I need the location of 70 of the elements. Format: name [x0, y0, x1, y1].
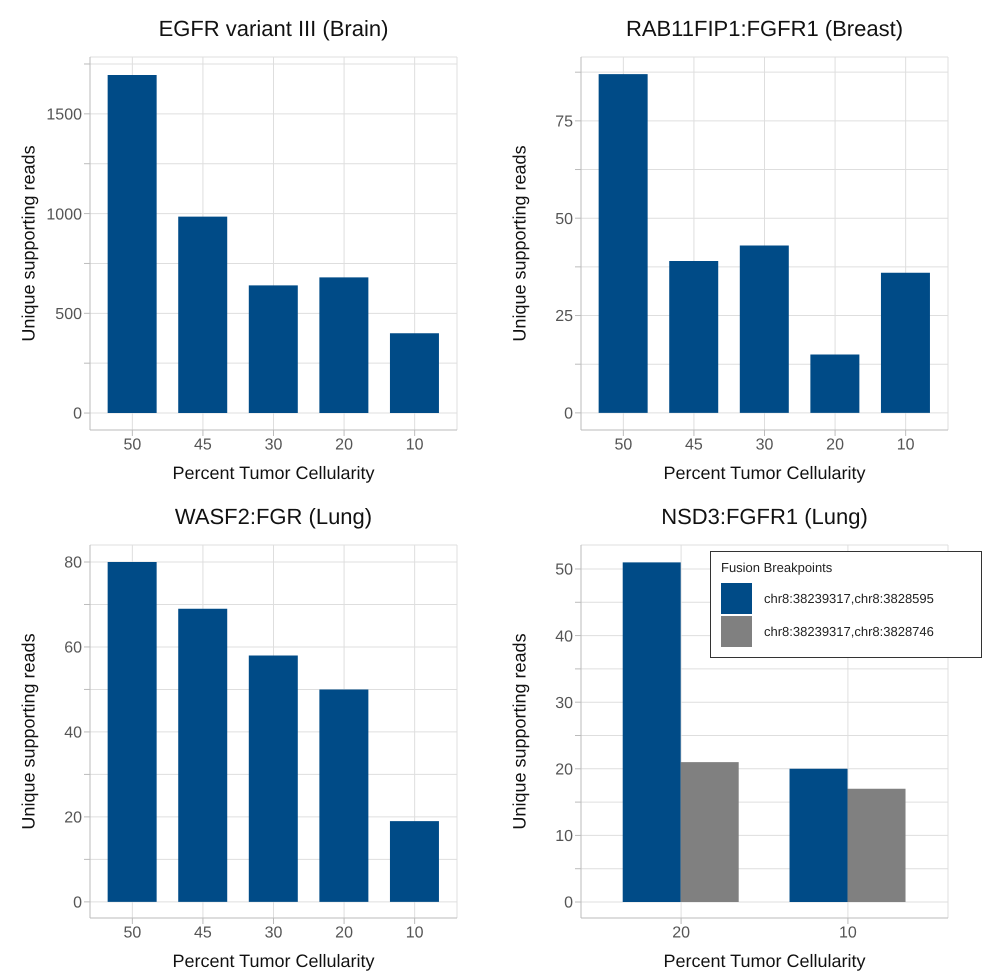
x-tick-label: 20 — [826, 436, 844, 454]
x-tick-label: 20 — [335, 924, 354, 941]
bar — [248, 654, 298, 902]
bar — [390, 820, 439, 902]
bar — [108, 74, 157, 414]
y-tick-label: 20 — [64, 809, 82, 826]
x-tick-label: 50 — [614, 436, 632, 454]
x-tick-label: 10 — [406, 436, 424, 454]
bar — [880, 272, 930, 413]
y-tick-label: 50 — [555, 561, 574, 578]
y-tick-label: 500 — [55, 306, 82, 323]
x-tick-label: 30 — [264, 924, 282, 941]
bar — [319, 688, 368, 902]
x-tick-label: 30 — [756, 436, 774, 454]
chart-title: EGFR variant III (Brain) — [158, 16, 390, 42]
y-tick-label: 25 — [555, 308, 574, 326]
y-tick-label: 40 — [64, 724, 82, 742]
y-axis-title: Unique supporting reads — [18, 632, 38, 830]
x-tick-label: 30 — [264, 436, 282, 454]
x-tick-label: 50 — [123, 924, 142, 941]
chart-title: RAB11FIP1:FGFR1 (Breast) — [624, 16, 904, 42]
bar — [319, 277, 368, 414]
legend-label: chr8:38239317,chr8:3828746 — [764, 624, 934, 638]
y-tick-label: 75 — [555, 114, 574, 131]
bar — [848, 788, 906, 902]
bar — [248, 285, 298, 414]
y-tick-label: 60 — [64, 639, 82, 656]
x-axis-title: Percent Tumor Cellularity — [663, 950, 866, 970]
bar — [598, 74, 648, 413]
bar — [178, 608, 228, 902]
bar — [680, 762, 739, 902]
x-tick-label: 20 — [335, 436, 354, 454]
bar — [810, 354, 860, 413]
y-tick-label: 1000 — [46, 206, 82, 224]
x-axis-title: Percent Tumor Cellularity — [663, 463, 866, 483]
x-axis-title: Percent Tumor Cellularity — [172, 463, 375, 483]
y-tick-label: 0 — [564, 406, 574, 423]
y-axis-title: Unique supporting reads — [509, 145, 530, 342]
y-tick-label: 50 — [555, 210, 574, 228]
y-axis-title: Unique supporting reads — [18, 145, 38, 342]
legend-label: chr8:38239317,chr8:3828595 — [764, 590, 934, 606]
x-tick-label: 10 — [406, 924, 424, 941]
x-tick-label: 50 — [123, 436, 142, 454]
chart-title: WASF2:FGR (Lung) — [174, 504, 374, 530]
y-tick-label: 40 — [555, 628, 574, 645]
x-tick-label: 45 — [194, 436, 212, 454]
x-tick-label: 10 — [839, 924, 857, 941]
x-tick-label: 20 — [672, 924, 690, 941]
y-tick-label: 10 — [555, 828, 574, 845]
x-axis-title: Percent Tumor Cellularity — [172, 950, 375, 970]
bar — [740, 245, 789, 413]
y-tick-label: 1500 — [46, 106, 82, 124]
y-tick-label: 30 — [555, 694, 574, 712]
y-axis-title: Unique supporting reads — [509, 632, 530, 830]
x-tick-label: 10 — [896, 436, 915, 454]
bar — [390, 333, 439, 414]
y-tick-label: 20 — [555, 760, 574, 778]
x-tick-label: 45 — [685, 436, 703, 454]
bar — [790, 768, 848, 902]
chart-title: NSD3:FGFR1 (Lung) — [660, 504, 869, 530]
bar — [108, 561, 157, 902]
bar — [178, 216, 228, 414]
legend-title: Fusion Breakpoints — [721, 560, 834, 574]
y-tick-label: 80 — [64, 554, 82, 572]
y-tick-label: 0 — [564, 894, 574, 912]
bar — [669, 261, 718, 413]
x-tick-label: 45 — [194, 924, 212, 941]
y-tick-label: 0 — [73, 894, 82, 912]
y-tick-label: 0 — [73, 406, 82, 423]
bar — [622, 562, 681, 902]
